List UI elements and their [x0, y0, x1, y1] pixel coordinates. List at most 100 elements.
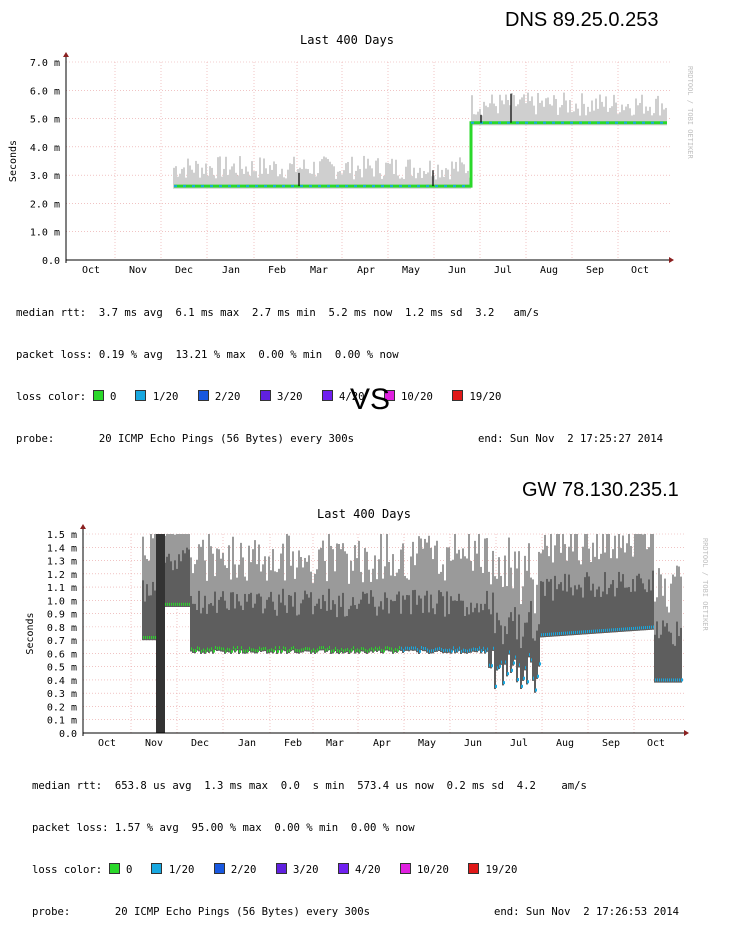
y-tick-label: 7.0 m — [30, 58, 60, 69]
y-tick-label: 0.0 — [59, 729, 77, 740]
loss-marker — [264, 185, 267, 188]
loss-marker — [273, 185, 276, 188]
loss-color-label: loss color: — [16, 391, 87, 403]
probe-text: probe: 20 ICMP Echo Pings (56 Bytes) eve… — [16, 433, 355, 445]
loss-marker — [561, 121, 564, 124]
x-tick-label: Apr — [357, 265, 375, 276]
x-tick-label: Jun — [448, 265, 466, 276]
legend-swatch — [135, 390, 147, 401]
x-tick-label: Dec — [191, 738, 209, 749]
loss-marker — [246, 185, 249, 188]
legend-item: 0 — [86, 390, 130, 403]
x-tick-label: Feb — [284, 738, 302, 749]
loss-marker — [291, 185, 294, 188]
legend-swatch — [259, 390, 271, 401]
y-tick-label: 3.0 m — [30, 171, 60, 182]
y-tick-label: 0.3 m — [47, 689, 77, 700]
median-point — [273, 649, 275, 653]
loss-marker — [318, 185, 321, 188]
x-tick-label: Sep — [602, 738, 620, 749]
vs-label: VS — [349, 383, 391, 416]
median-point — [535, 688, 537, 692]
x-tick-label: Dec — [175, 265, 193, 276]
legend-label: 0 — [119, 864, 146, 876]
loss-marker — [309, 185, 312, 188]
loss-marker — [327, 185, 330, 188]
median-point — [527, 680, 529, 684]
y-tick-label: 4.0 m — [30, 143, 60, 154]
loss-marker — [237, 185, 240, 188]
x-tick-label: Jun — [464, 738, 482, 749]
median-rtt-line: median rtt: 3.7 ms avg 6.1 ms max 2.7 ms… — [16, 307, 539, 319]
loss-legend: 0 1/20 2/20 3/20 4/20 10/20 19/20 — [102, 863, 531, 876]
loss-marker — [597, 121, 600, 124]
median-point — [239, 649, 241, 653]
info-panel-gw: median rtt: 653.8 us avg 1.3 ms max 0.0 … — [32, 751, 679, 933]
loss-marker — [183, 185, 186, 188]
probe-line: probe: 20 ICMP Echo Pings (56 Bytes) eve… — [32, 905, 679, 919]
legend-swatch — [275, 863, 287, 874]
loss-marker — [543, 121, 546, 124]
legend-label: 0 — [103, 391, 130, 403]
x-tick-label: Mar — [326, 738, 344, 749]
median-point — [383, 649, 385, 653]
loss-marker — [624, 121, 627, 124]
packet-loss-line: packet loss: 0.19 % avg 13.21 % max 0.00… — [16, 349, 399, 361]
loss-marker — [489, 121, 492, 124]
legend-item: 3/20 — [269, 863, 331, 876]
legend-label: 10/20 — [394, 391, 446, 403]
median-point — [499, 664, 501, 668]
loss-marker — [579, 121, 582, 124]
y-axis-label: Seconds — [8, 140, 19, 182]
loss-marker — [336, 185, 339, 188]
loss-marker — [426, 185, 429, 188]
loss-marker — [282, 185, 285, 188]
x-tick-label: Nov — [145, 738, 163, 749]
y-tick-label: 1.0 m — [30, 228, 60, 239]
y-tick-label: 0.8 m — [47, 623, 77, 634]
legend-label: 10/20 — [410, 864, 462, 876]
loss-marker — [354, 185, 357, 188]
loss-marker — [399, 185, 402, 188]
legend-swatch — [92, 390, 104, 401]
loss-marker — [606, 121, 609, 124]
loss-marker — [372, 185, 375, 188]
legend-item: 1/20 — [145, 863, 207, 876]
legend-label: 2/20 — [224, 864, 270, 876]
watermark: RRDTOOL / TOBI OETIKER — [686, 66, 694, 160]
legend-swatch — [468, 863, 480, 874]
x-tick-label: Mar — [310, 265, 328, 276]
packet-loss-line: packet loss: 1.57 % avg 95.00 % max 0.00… — [32, 822, 415, 834]
loss-marker — [660, 121, 663, 124]
median-point — [213, 649, 215, 653]
x-axis-arrow — [669, 257, 674, 263]
outage-bar — [156, 534, 165, 733]
median-point — [495, 684, 497, 688]
loss-marker — [228, 185, 231, 188]
legend-swatch — [399, 863, 411, 874]
x-tick-label: Apr — [373, 738, 391, 749]
x-tick-label: Nov — [129, 265, 147, 276]
legend-label: 1/20 — [146, 391, 192, 403]
loss-marker — [615, 121, 618, 124]
legend-item: 3/20 — [253, 390, 315, 403]
probe-text: probe: 20 ICMP Echo Pings (56 Bytes) eve… — [32, 906, 371, 918]
loss-color-line: loss color: 0 1/20 2/20 3/20 4/20 10/20 … — [32, 863, 587, 877]
probe-line: probe: 20 ICMP Echo Pings (56 Bytes) eve… — [16, 432, 663, 446]
loss-marker — [192, 185, 195, 188]
x-tick-label: Jan — [222, 265, 240, 276]
x-tick-label: Jul — [494, 265, 512, 276]
legend-item: 4/20 — [331, 863, 393, 876]
loss-marker — [516, 121, 519, 124]
legend-item: 10/20 — [393, 863, 462, 876]
y-tick-label: 1.4 m — [47, 543, 77, 554]
median-point — [503, 681, 505, 685]
legend-label: 19/20 — [479, 864, 531, 876]
chart-title: Last 400 Days — [300, 33, 394, 47]
loss-marker — [453, 185, 456, 188]
loss-marker — [444, 185, 447, 188]
median-point — [281, 649, 283, 653]
loss-marker — [408, 185, 411, 188]
legend-label: 4/20 — [332, 391, 378, 403]
legend-swatch — [321, 390, 333, 401]
